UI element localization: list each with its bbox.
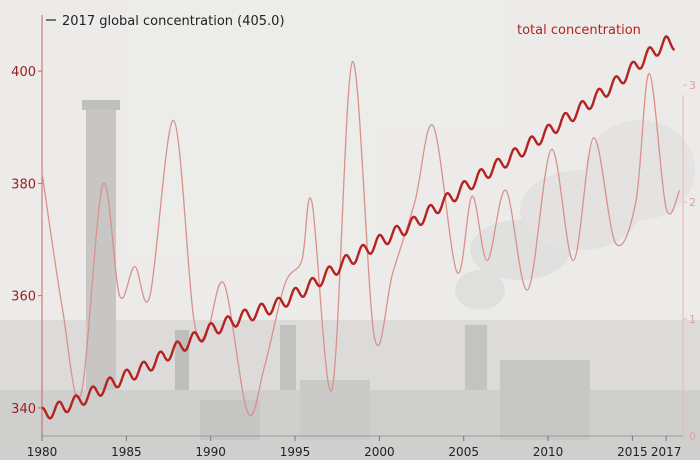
- x-tick-label: 1980: [27, 445, 58, 459]
- x-tick-label: 1995: [280, 445, 311, 459]
- x-tick-label: 2000: [364, 445, 395, 459]
- y-tick-label: 380: [11, 177, 36, 192]
- legend: 2017 global concentration (405.0): [46, 14, 285, 29]
- y-tick-label: 360: [11, 290, 36, 305]
- y2-tick-label: 2: [689, 196, 696, 209]
- y-ticks-right: 0 1 2 3: [683, 79, 696, 443]
- x-tick-label: 1990: [195, 445, 226, 459]
- x-tick-label: 2005: [448, 445, 479, 459]
- x-tick-label: 2015: [617, 445, 648, 459]
- y2-tick-label: 1: [689, 313, 696, 326]
- y-tick-label: 400: [11, 65, 36, 80]
- series-line-growth-rate: [41, 61, 681, 416]
- x-ticks: 1980 1985 1990 1995 2000 2005 2010 2015 2017: [27, 436, 682, 459]
- series-group: [41, 35, 681, 420]
- y2-tick-label: 3: [689, 79, 696, 92]
- y-ticks-left: 340 360 380 400: [11, 65, 42, 417]
- series-line-total-concentration: [41, 35, 675, 420]
- x-tick-label: 2010: [533, 445, 564, 459]
- y2-tick-label: 0: [689, 430, 696, 443]
- y-tick-label: 340: [11, 402, 36, 417]
- series-label-total: total concentration: [517, 23, 641, 38]
- x-tick-label: 1985: [111, 445, 142, 459]
- x-tick-label: 2017: [651, 445, 682, 459]
- legend-text: 2017 global concentration (405.0): [62, 14, 285, 29]
